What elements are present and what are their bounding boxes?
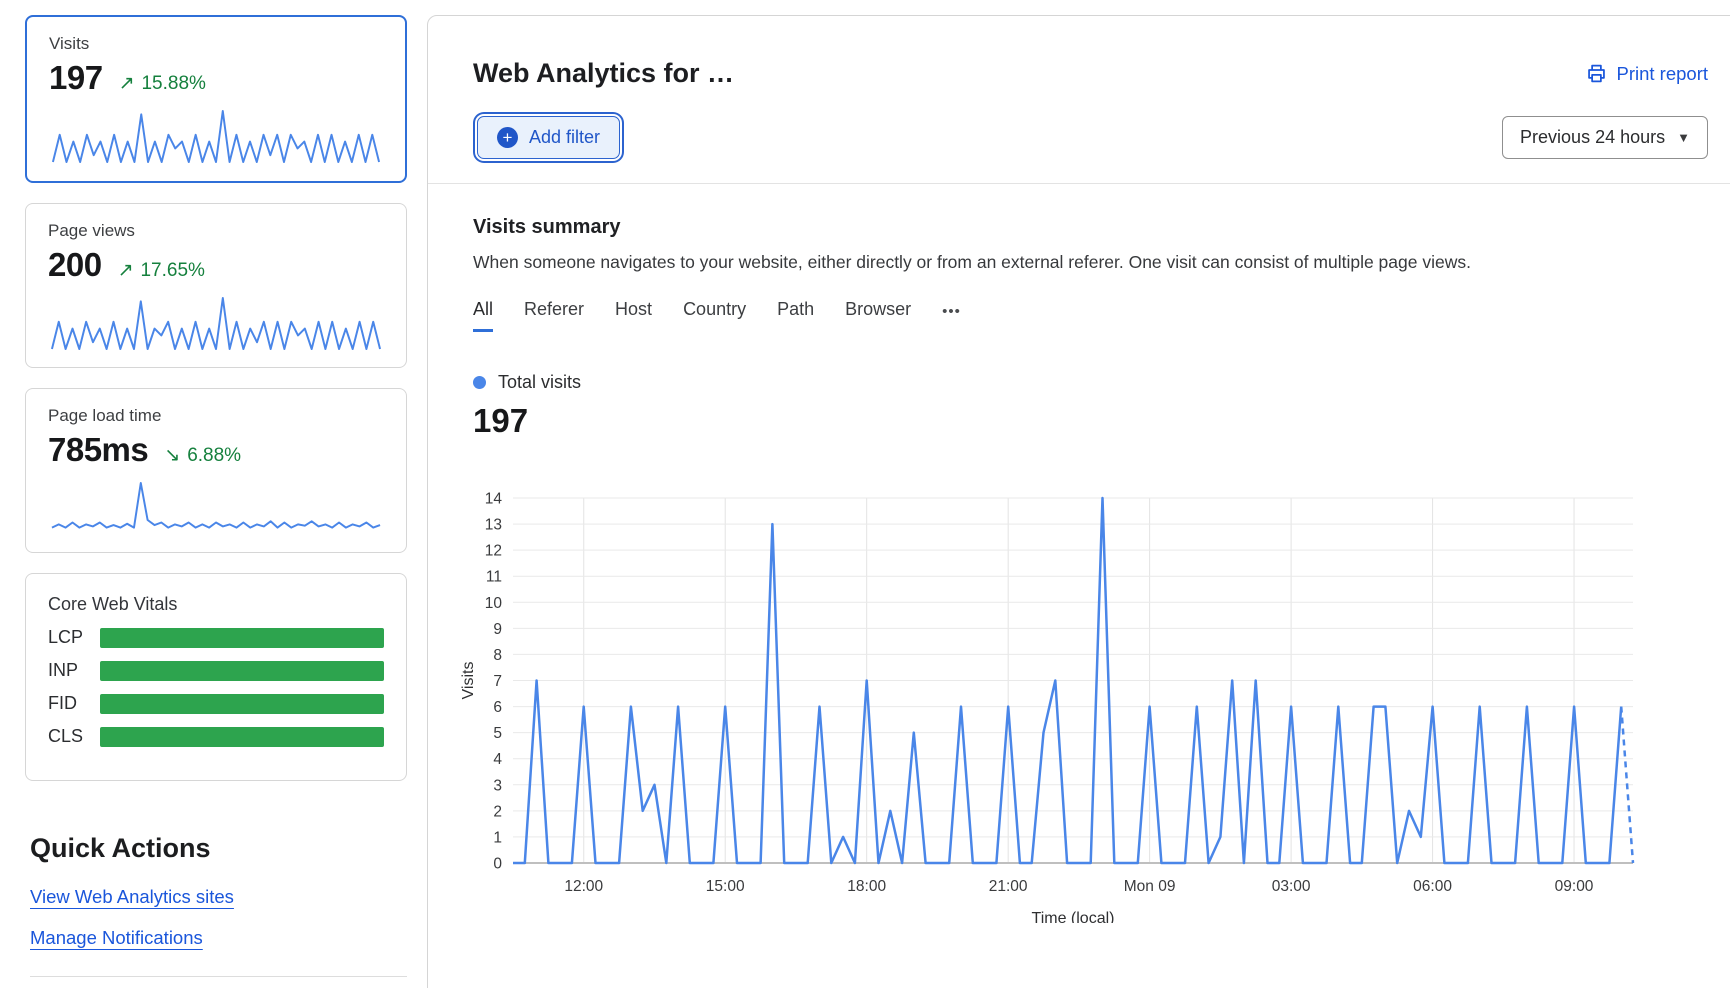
vital-row-fid: FID [48, 693, 384, 714]
chevron-down-icon: ▼ [1677, 130, 1690, 145]
vital-status-bar [100, 627, 384, 648]
visits-chart[interactable]: 12:00 15:00 18:00 21:00 Mon 09 03:00 06:00 09:0… [458, 448, 1708, 927]
total-visits-value: 197 [473, 402, 529, 439]
print-report-label: Print report [1616, 62, 1708, 84]
sidebar-divider [30, 976, 407, 977]
tab-referer[interactable]: Referer [524, 299, 585, 319]
vitals-title: Core Web Vitals [48, 594, 178, 614]
tab-host[interactable]: Host [615, 299, 653, 319]
vital-label: INP [48, 660, 79, 680]
svg-text:4: 4 [493, 751, 502, 768]
quick-actions-title: Quick Actions [30, 833, 211, 863]
tab-all[interactable]: All [473, 299, 494, 332]
page-title: Web Analytics for … [473, 58, 735, 88]
manage-notifications-link[interactable]: Manage Notifications [30, 927, 203, 948]
vital-status-bar [100, 660, 384, 681]
tab-browser[interactable]: Browser [845, 299, 912, 319]
svg-text:12:00: 12:00 [564, 878, 603, 895]
page-views-sparkline [50, 297, 382, 350]
svg-text:18:00: 18:00 [847, 878, 886, 895]
add-filter-label: Add filter [529, 127, 601, 147]
metric-label: Page load time [48, 406, 162, 425]
svg-text:1: 1 [493, 829, 502, 846]
add-filter-button[interactable]: + Add filter [477, 116, 621, 159]
view-web-analytics-sites-link[interactable]: View Web Analytics sites [30, 886, 234, 907]
trend-up-icon: ↗ [118, 73, 135, 94]
metric-value: 200 [48, 246, 102, 283]
print-report-link[interactable]: Print report [1586, 63, 1708, 85]
svg-text:Visits: Visits [460, 662, 477, 700]
visits-sparkline [51, 110, 381, 163]
metric-value: 785ms [48, 431, 149, 468]
svg-text:Time (local): Time (local) [1032, 910, 1115, 923]
metric-label: Visits [49, 34, 90, 53]
svg-text:2: 2 [493, 803, 502, 820]
page-load-sparkline [51, 482, 381, 529]
svg-text:21:00: 21:00 [989, 878, 1028, 895]
svg-text:09:00: 09:00 [1555, 878, 1594, 895]
vital-label: FID [48, 693, 77, 713]
metric-value: 197 [49, 59, 103, 96]
series-color-dot [473, 376, 486, 389]
time-range-label: Previous 24 hours [1520, 127, 1666, 147]
vital-row-lcp: LCP [48, 627, 384, 648]
vital-status-bar [100, 693, 384, 714]
svg-text:5: 5 [493, 725, 502, 742]
series-label: Total visits [498, 372, 582, 392]
more-tabs-ellipsis-icon[interactable]: ••• [942, 302, 961, 320]
panel-divider [428, 183, 1730, 184]
summary-tabs: All Referer Host Country Path Browser ••… [473, 299, 1708, 332]
svg-text:14: 14 [485, 491, 503, 508]
visits-summary-title: Visits summary [473, 216, 621, 238]
core-web-vitals-card[interactable]: Core Web Vitals LCP INP FID CLS [25, 573, 407, 781]
svg-text:6: 6 [493, 699, 502, 716]
svg-text:3: 3 [493, 777, 502, 794]
plus-circle-icon: + [497, 127, 518, 148]
metric-delta: 17.65% [140, 260, 205, 281]
svg-text:13: 13 [485, 517, 502, 534]
time-range-dropdown[interactable]: Previous 24 hours ▼ [1502, 116, 1708, 159]
page-load-time-metric-card[interactable]: Page load time 785ms ↘ 6.88% [25, 388, 407, 553]
vital-label: CLS [48, 726, 84, 746]
printer-icon [1588, 64, 1606, 83]
svg-text:8: 8 [493, 647, 502, 664]
vital-label: LCP [48, 627, 84, 647]
svg-text:15:00: 15:00 [706, 878, 745, 895]
chart-legend: Total visits [473, 372, 1708, 393]
metric-delta: 15.88% [141, 73, 206, 94]
vital-row-inp: INP [48, 660, 384, 681]
svg-text:11: 11 [486, 569, 502, 586]
svg-text:Mon 09: Mon 09 [1124, 878, 1176, 895]
svg-text:12: 12 [485, 543, 502, 560]
svg-text:9: 9 [493, 621, 502, 638]
metric-label: Page views [48, 221, 135, 240]
visits-metric-card[interactable]: Visits 197 ↗ 15.88% [25, 15, 407, 183]
svg-text:03:00: 03:00 [1272, 878, 1311, 895]
page-views-metric-card[interactable]: Page views 200 ↗ 17.65% [25, 203, 407, 368]
vital-row-cls: CLS [48, 726, 384, 747]
trend-up-icon: ↗ [117, 260, 134, 281]
analytics-panel: Web Analytics for … Print report + Add f… [427, 15, 1730, 988]
svg-text:7: 7 [493, 673, 502, 690]
trend-down-icon: ↘ [164, 445, 181, 466]
metrics-sidebar: Visits 197 ↗ 15.88% Page views 200 ↗ 17.… [25, 15, 407, 988]
metric-delta: 6.88% [187, 445, 242, 466]
vital-status-bar [100, 726, 384, 747]
svg-text:10: 10 [485, 595, 503, 612]
tab-path[interactable]: Path [777, 299, 815, 319]
visits-summary-description: When someone navigates to your website, … [473, 252, 1471, 272]
svg-text:06:00: 06:00 [1413, 878, 1452, 895]
svg-text:0: 0 [493, 856, 502, 873]
tab-country[interactable]: Country [683, 299, 747, 319]
